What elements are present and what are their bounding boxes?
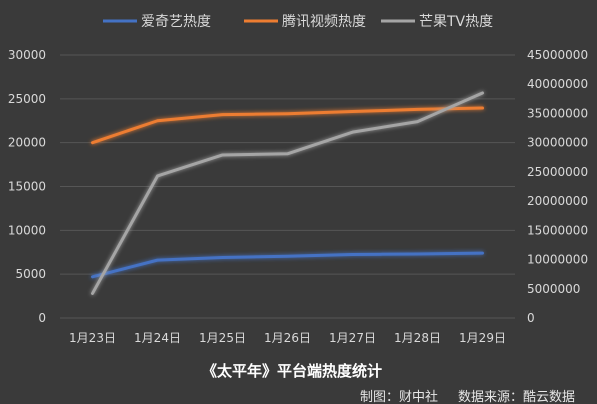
left-tick-label: 25000: [8, 92, 46, 106]
x-tick-label: 1月29日: [459, 331, 506, 345]
right-tick-label: 45000000: [527, 48, 588, 62]
x-tick-label: 1月27日: [329, 331, 376, 345]
left-tick-label: 5000: [15, 267, 46, 281]
left-axis: 0 5000 10000 15000 20000 25000 30000: [8, 48, 46, 325]
chart-title: 《太平年》平台端热度统计: [202, 362, 382, 380]
series-line-1: [91, 251, 484, 279]
right-tick-label: 40000000: [527, 77, 588, 91]
right-tick-label: 30000000: [527, 136, 588, 150]
x-tick-label: 1月25日: [199, 331, 246, 345]
right-tick-label: 0: [527, 311, 535, 325]
x-tick-label: 1月23日: [69, 331, 116, 345]
legend: 爱奇艺热度 腾讯视频热度 芒果TV热度: [103, 13, 493, 30]
right-tick-label: 35000000: [527, 106, 588, 120]
credit-made: 制图：财中社: [360, 389, 438, 404]
legend-label-2: 腾讯视频热度: [282, 13, 366, 30]
gridlines: [60, 54, 515, 319]
right-tick-label: 5000000: [527, 282, 580, 296]
left-tick-label: 0: [38, 311, 46, 325]
left-tick-label: 10000: [8, 223, 46, 237]
credit-source: 数据来源：酷云数据: [458, 390, 575, 404]
x-tick-label: 1月24日: [134, 331, 181, 345]
series-line-3: [91, 91, 484, 295]
legend-label-1: 爱奇艺热度: [141, 13, 211, 30]
right-tick-label: 20000000: [527, 194, 588, 208]
right-tick-label: 15000000: [527, 223, 588, 237]
right-tick-label: 10000000: [527, 253, 588, 267]
x-tick-label: 1月28日: [394, 331, 441, 345]
x-tick-label: 1月26日: [264, 331, 311, 345]
left-tick-label: 15000: [8, 180, 46, 194]
left-tick-label: 20000: [8, 136, 46, 150]
legend-label-3: 芒果TV热度: [419, 14, 493, 30]
series-line-2: [91, 106, 484, 145]
series-lines: [91, 91, 484, 295]
right-tick-label: 25000000: [527, 165, 588, 179]
x-axis: 1月23日 1月24日 1月25日 1月26日 1月27日 1月28日 1月29日: [69, 331, 506, 345]
left-tick-label: 30000: [8, 48, 46, 62]
right-axis: 0 5000000 10000000 15000000 20000000 25000000…: [527, 48, 588, 325]
